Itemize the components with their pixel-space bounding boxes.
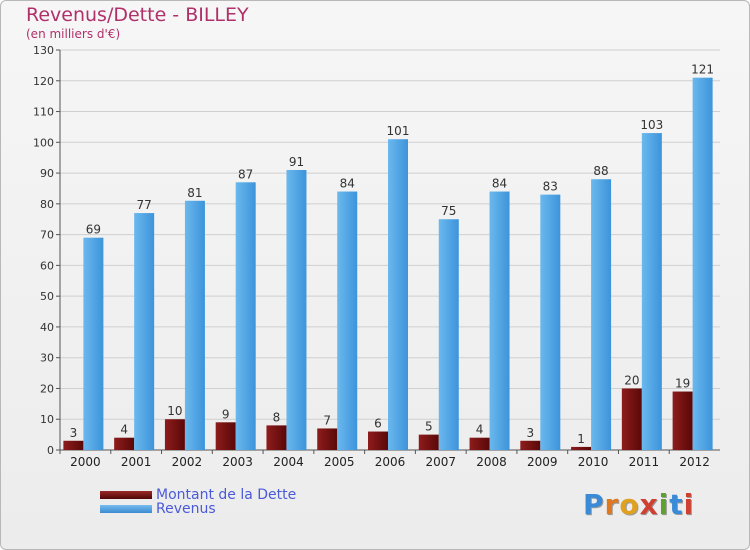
x-tick-label: 2012	[679, 455, 710, 469]
bar-revenus	[641, 133, 662, 451]
data-label-dette: 3	[70, 426, 78, 440]
logo-letter: i	[658, 488, 670, 521]
bar-dette	[215, 422, 236, 450]
bar-dette	[672, 391, 693, 450]
data-label-revenus: 75	[441, 204, 456, 218]
legend-item-revenus: Revenus	[100, 501, 216, 517]
data-label-dette: 4	[120, 423, 128, 437]
data-label-dette: 1	[577, 432, 585, 446]
bar-dette	[571, 446, 592, 450]
bar-revenus	[134, 213, 155, 450]
bar-revenus	[286, 170, 307, 450]
data-label-revenus: 121	[691, 63, 714, 77]
logo-letter: r	[604, 488, 620, 521]
y-tick-label: 80	[40, 198, 54, 211]
data-label-revenus: 91	[289, 155, 304, 169]
y-tick-label: 10	[40, 413, 54, 426]
bar-revenus	[489, 191, 510, 451]
x-tick-label: 2006	[375, 455, 406, 469]
y-tick-label: 60	[40, 259, 54, 272]
data-label-dette: 3	[526, 426, 534, 440]
y-tick-label: 110	[33, 106, 54, 119]
data-label-dette: 20	[624, 373, 639, 387]
data-label-revenus: 103	[640, 118, 663, 132]
logo-letter: o	[619, 488, 640, 521]
data-label-revenus: 87	[238, 167, 253, 181]
data-label-revenus: 83	[543, 180, 558, 194]
logo-letter: x	[639, 488, 659, 521]
data-label-dette: 7	[323, 413, 331, 427]
data-label-revenus: 69	[86, 223, 101, 237]
data-label-dette: 19	[675, 377, 690, 391]
bar-revenus	[83, 237, 104, 450]
x-tick-label: 2002	[172, 455, 203, 469]
data-label-revenus: 101	[387, 124, 410, 138]
legend-label-revenus: Revenus	[156, 501, 216, 517]
bar-dette	[317, 428, 338, 450]
y-tick-label: 30	[40, 352, 54, 365]
bar-revenus	[591, 179, 612, 450]
bar-dette	[418, 434, 439, 450]
data-label-revenus: 88	[593, 164, 608, 178]
bar-revenus	[540, 194, 561, 450]
y-tick-label: 90	[40, 167, 54, 180]
chart-subtitle: (en milliers d'€)	[26, 27, 121, 41]
bar-revenus	[184, 200, 205, 450]
x-tick-label: 2005	[324, 455, 355, 469]
bar-dette	[368, 431, 388, 450]
bar-dette	[621, 388, 642, 450]
data-label-revenus: 84	[492, 177, 507, 191]
x-tick-label: 2004	[273, 455, 304, 469]
proxiti-logo: Proxiti	[583, 488, 694, 521]
x-tick-label: 2008	[476, 455, 507, 469]
data-label-dette: 6	[374, 417, 382, 431]
bar-revenus	[438, 219, 459, 450]
y-tick-label: 20	[40, 382, 54, 395]
data-label-dette: 5	[425, 420, 433, 434]
logo-letter: i	[683, 488, 695, 521]
bar-revenus	[235, 182, 256, 451]
y-tick-label: 50	[40, 290, 54, 303]
bar-dette	[469, 437, 490, 450]
data-label-revenus: 77	[137, 198, 152, 212]
data-label-dette: 8	[273, 410, 281, 424]
bar-revenus	[692, 77, 713, 450]
logo-letter: t	[669, 488, 684, 521]
data-label-dette: 9	[222, 407, 230, 421]
bar-dette	[63, 440, 84, 450]
chart-title: Revenus/Dette - BILLEY	[26, 4, 249, 26]
legend-label-dette: Montant de la Dette	[156, 487, 297, 503]
x-tick-label: 2003	[222, 455, 253, 469]
x-tick-label: 2000	[70, 455, 101, 469]
data-label-dette: 4	[476, 423, 484, 437]
bar-dette	[114, 437, 135, 450]
x-tick-label: 2007	[425, 455, 456, 469]
x-tick-label: 2011	[629, 455, 660, 469]
legend-swatch-dette	[100, 491, 152, 499]
y-tick-label: 100	[33, 136, 54, 149]
data-label-dette: 10	[167, 404, 182, 418]
bar-dette	[520, 440, 541, 450]
legend-swatch-revenus	[100, 505, 152, 513]
y-tick-label: 120	[33, 75, 54, 88]
bar-dette	[164, 419, 185, 450]
legend-item-dette: Montant de la Dette	[100, 487, 296, 503]
y-tick-label: 0	[47, 444, 54, 457]
x-tick-label: 2009	[527, 455, 558, 469]
data-label-revenus: 84	[340, 177, 355, 191]
bar-revenus	[388, 139, 408, 450]
x-tick-label: 2001	[121, 455, 152, 469]
y-tick-label: 130	[33, 44, 54, 57]
bar-revenus	[337, 191, 358, 451]
y-tick-label: 70	[40, 229, 54, 242]
data-label-revenus: 81	[187, 186, 202, 200]
bar-dette	[266, 425, 287, 450]
x-tick-label: 2010	[578, 455, 609, 469]
logo-letter: P	[583, 488, 605, 521]
y-tick-label: 40	[40, 321, 54, 334]
